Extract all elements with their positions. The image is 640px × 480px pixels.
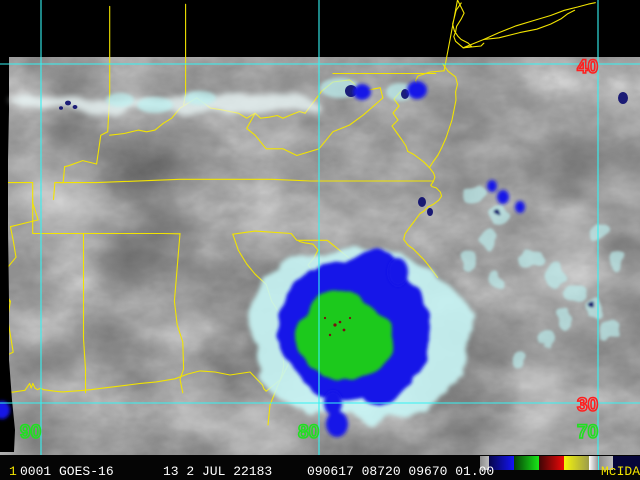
svg-text:090617 08720 09670 01.00: 090617 08720 09670 01.00	[307, 464, 494, 479]
svg-text:13 2 JUL 22183: 13 2 JUL 22183	[163, 464, 272, 479]
svg-text:1: 1	[9, 464, 17, 479]
svg-text:0001 GOES-16: 0001 GOES-16	[20, 464, 114, 479]
svg-text:McIDAS: McIDAS	[601, 464, 640, 479]
